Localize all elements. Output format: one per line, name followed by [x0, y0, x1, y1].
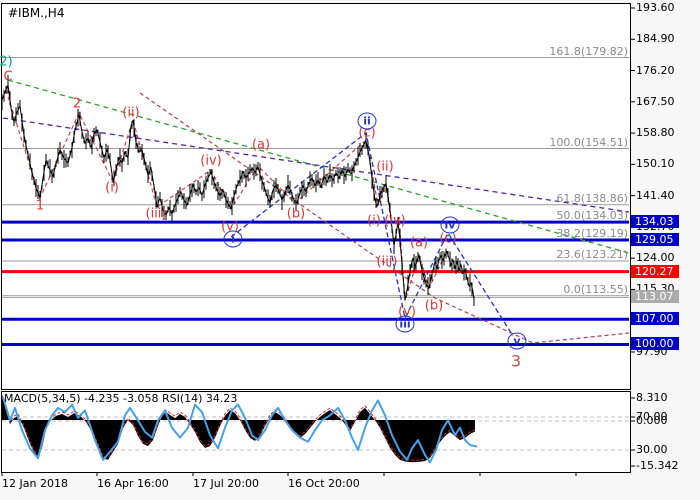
fib-level-label: 100.0(154.51)	[549, 135, 628, 149]
blue-wave-projection	[230, 131, 514, 337]
macd-axis-label: 8.310	[636, 391, 668, 404]
macd-axis-label: 0.000	[636, 414, 668, 427]
fib-level-label: 0.0(113.55)	[563, 282, 628, 296]
wave-label: 2)	[0, 54, 13, 70]
y-axis-label: 150.10	[636, 157, 675, 171]
x-axis-label: 12 Jan 2018	[2, 477, 68, 490]
fib-level-label: 38.2(129.19)	[556, 226, 628, 240]
wave-label: (b)	[286, 206, 306, 222]
wave-label: (iv)	[384, 213, 406, 229]
wave-label: 1	[35, 198, 45, 214]
y-axis-label: 176.20	[636, 63, 675, 77]
x-axis-label: 17 Jul 20:00	[193, 477, 259, 490]
wave-label: (c)	[358, 125, 376, 141]
wave-label: (iii)	[376, 254, 398, 270]
y-axis-label: 184.90	[636, 32, 675, 46]
y-axis-label: 124.00	[636, 251, 675, 265]
wave-label: (a)	[409, 235, 429, 251]
x-axis-label: 16 Apr 16:00	[97, 477, 169, 490]
price-badge: 134.03	[631, 215, 679, 229]
wave-label: (b)	[424, 298, 444, 314]
rsi-line	[2, 396, 478, 464]
symbol-title: #IBM.,H4	[8, 6, 65, 20]
brown-channel-line	[139, 92, 630, 344]
y-axis-label: 141.40	[636, 188, 675, 202]
fib-level-label: 161.8(179.82)	[549, 44, 628, 58]
wave-label: (i)	[367, 213, 381, 229]
wave-label: (ii)	[122, 105, 140, 121]
price-badge: 120.27	[631, 264, 679, 278]
circled-wave-label: ii	[357, 112, 377, 130]
circled-wave-label: i	[223, 230, 243, 248]
wave-label: C	[3, 69, 13, 85]
x-axis-label: 16 Oct 20:00	[288, 477, 360, 490]
circled-wave-label: iv	[440, 216, 460, 234]
wave-label: (ii)	[376, 159, 394, 175]
price-badge: 107.00	[631, 312, 679, 326]
price-badge: 113.07	[631, 290, 679, 304]
macd-axis-label: -15.342	[636, 459, 679, 472]
fib-level-label: 23.6(123.21)	[556, 248, 628, 262]
price-line	[1, 83, 475, 301]
purple-trendline	[2, 117, 630, 213]
fib-level-label: 61.8(138.86)	[556, 191, 628, 205]
wave-label: 3	[510, 351, 522, 371]
macd-axis-label: 30.00	[636, 443, 668, 456]
macd-signal-line	[1, 395, 476, 461]
macd-histogram	[2, 397, 475, 463]
y-axis-label: 167.50	[636, 94, 675, 108]
y-axis-label: 158.80	[636, 126, 675, 140]
wave-label: (iii)	[145, 206, 167, 222]
circled-wave-label: iii	[395, 315, 415, 333]
price-badge: 100.00	[631, 337, 679, 351]
wave-label: (a)	[251, 137, 271, 153]
macd-indicator-label: MACD(5,34,5) -4.235 -3.058 RSI(14) 34.23	[4, 392, 238, 405]
price-badge: 129.05	[631, 233, 679, 247]
circled-wave-label: v	[507, 332, 527, 350]
macd-axis-label: 70.00	[636, 410, 668, 423]
main-pane	[1, 3, 631, 390]
red-wave-zigzag	[5, 89, 448, 302]
y-axis-label: 193.60	[636, 1, 675, 14]
wave-label: (i)	[105, 180, 119, 196]
fib-level-label: 50.0(134.03)	[556, 209, 628, 223]
wave-label: (iv)	[200, 153, 222, 169]
wave-label: (c)	[439, 231, 457, 247]
wave-label: 2	[72, 96, 82, 112]
